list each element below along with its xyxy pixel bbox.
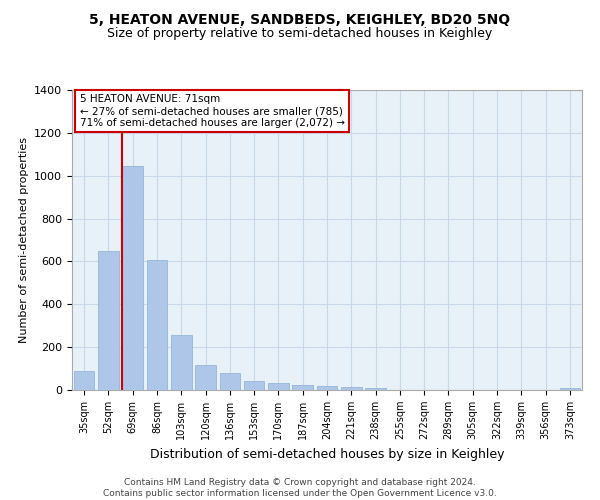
Bar [560,388,580,390]
Text: Contains HM Land Registry data © Crown copyright and database right 2024.
Contai: Contains HM Land Registry data © Crown c… [103,478,497,498]
Bar [341,387,362,390]
Text: Size of property relative to semi-detached houses in Keighley: Size of property relative to semi-detach… [107,28,493,40]
Bar [171,336,191,390]
Bar [195,364,216,390]
Bar [220,373,240,390]
Y-axis label: Number of semi-detached properties: Number of semi-detached properties [19,137,29,343]
Bar [365,388,386,390]
Bar [74,370,94,390]
Bar [146,260,167,390]
Bar [268,383,289,390]
Bar [292,385,313,390]
Bar [317,386,337,390]
X-axis label: Distribution of semi-detached houses by size in Keighley: Distribution of semi-detached houses by … [150,448,504,460]
Text: 5 HEATON AVENUE: 71sqm
← 27% of semi-detached houses are smaller (785)
71% of se: 5 HEATON AVENUE: 71sqm ← 27% of semi-det… [80,94,344,128]
Bar [122,166,143,390]
Text: 5, HEATON AVENUE, SANDBEDS, KEIGHLEY, BD20 5NQ: 5, HEATON AVENUE, SANDBEDS, KEIGHLEY, BD… [89,12,511,26]
Bar [98,250,119,390]
Bar [244,382,265,390]
